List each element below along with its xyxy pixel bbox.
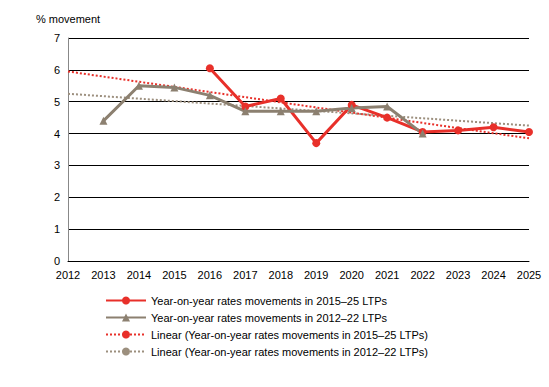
svg-text:6: 6 bbox=[54, 64, 60, 76]
svg-text:3: 3 bbox=[54, 159, 60, 171]
svg-text:1: 1 bbox=[54, 223, 60, 235]
svg-text:2022: 2022 bbox=[410, 269, 434, 281]
svg-text:2021: 2021 bbox=[375, 269, 399, 281]
svg-text:2017: 2017 bbox=[233, 269, 257, 281]
svg-text:2015: 2015 bbox=[162, 269, 186, 281]
svg-text:2012: 2012 bbox=[56, 269, 80, 281]
svg-text:2016: 2016 bbox=[198, 269, 222, 281]
svg-text:Year-on-year rates movements i: Year-on-year rates movements in 2012–22 … bbox=[151, 312, 388, 324]
svg-text:2: 2 bbox=[54, 191, 60, 203]
svg-text:Year-on-year rates movements i: Year-on-year rates movements in 2015–25 … bbox=[151, 295, 388, 307]
svg-text:7: 7 bbox=[54, 32, 60, 44]
svg-text:Linear (Year-on-year rates mov: Linear (Year-on-year rates movements in … bbox=[151, 329, 428, 341]
svg-text:% movement: % movement bbox=[36, 13, 100, 25]
svg-text:2023: 2023 bbox=[446, 269, 470, 281]
svg-text:2020: 2020 bbox=[339, 269, 363, 281]
svg-text:0: 0 bbox=[54, 255, 60, 267]
svg-text:2025: 2025 bbox=[517, 269, 541, 281]
svg-text:2013: 2013 bbox=[91, 269, 115, 281]
svg-text:4: 4 bbox=[54, 128, 60, 140]
svg-text:2014: 2014 bbox=[127, 269, 151, 281]
svg-text:5: 5 bbox=[54, 96, 60, 108]
svg-text:2018: 2018 bbox=[269, 269, 293, 281]
svg-text:Linear (Year-on-year rates mov: Linear (Year-on-year rates movements in … bbox=[151, 346, 428, 358]
svg-text:2024: 2024 bbox=[481, 269, 505, 281]
svg-text:2019: 2019 bbox=[304, 269, 328, 281]
